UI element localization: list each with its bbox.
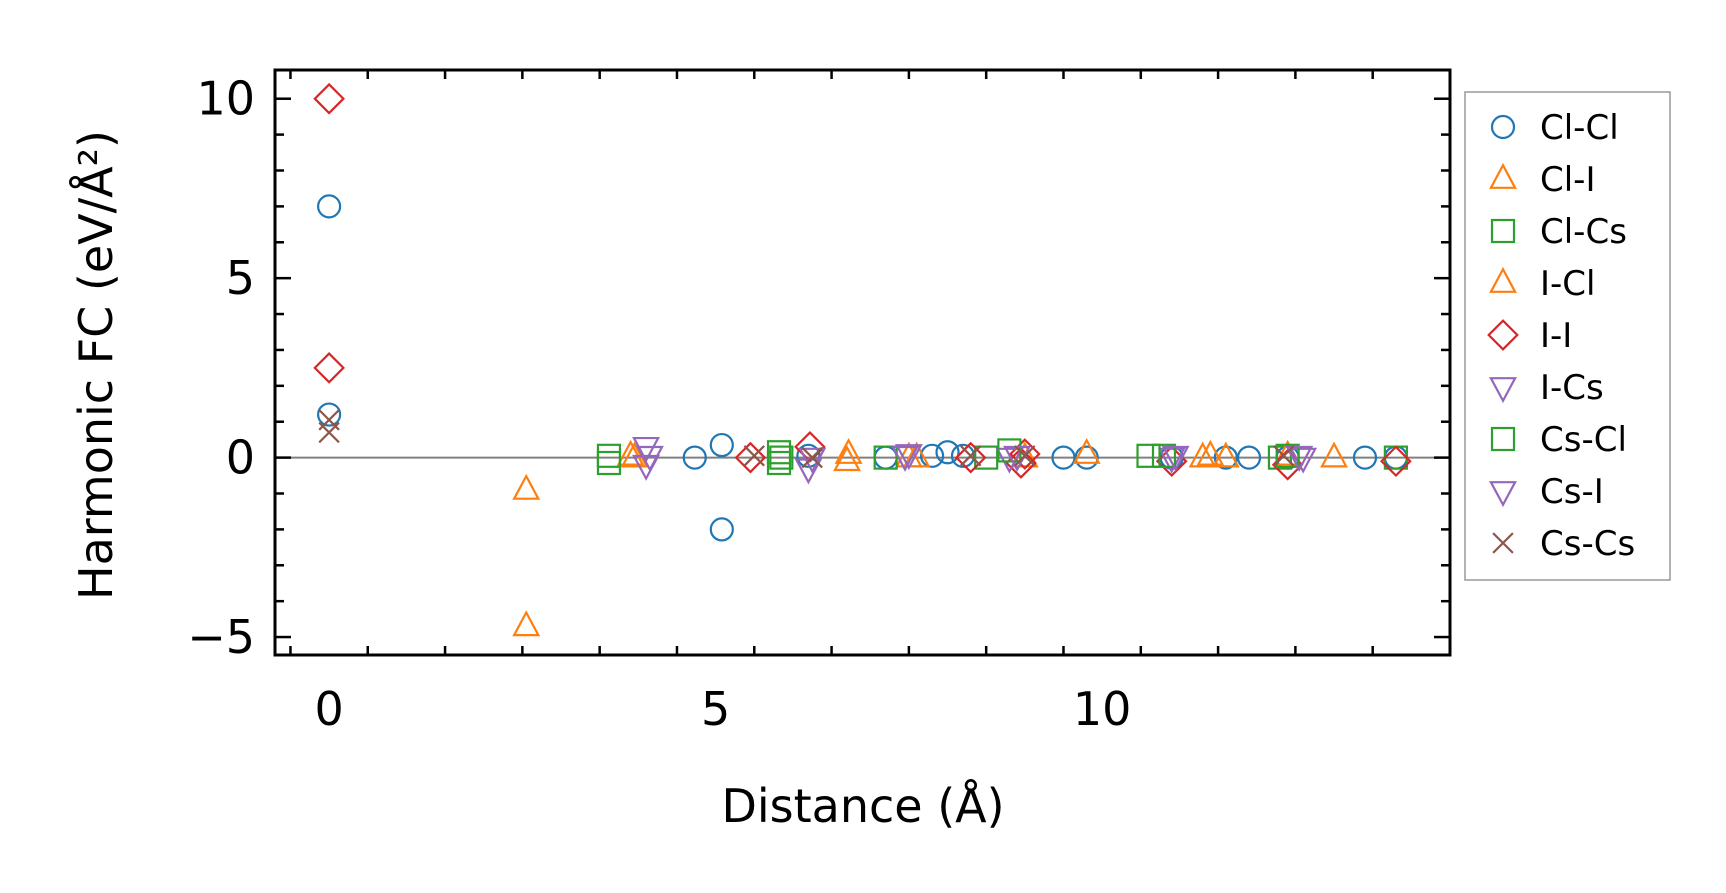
legend-marker-cs-i [1489, 481, 1517, 508]
data-point-i-cl [1072, 437, 1101, 464]
data-point-i-cs [995, 447, 1024, 474]
data-point-cl-cl [317, 194, 342, 219]
data-point-cl-cl [709, 517, 734, 542]
data-point-cs-cl [1136, 443, 1161, 468]
legend-marker-cl-i [1489, 162, 1517, 189]
data-point-cl-cs [596, 450, 622, 476]
legend-label-i-cl: I-Cl [1540, 264, 1595, 304]
data-point-cs-cl [1275, 443, 1300, 468]
legend-label-cs-cs: Cs-Cs [1540, 524, 1635, 564]
legend-label-cl-cl: Cl-Cl [1540, 108, 1619, 148]
y-tick-label: 0 [226, 431, 255, 485]
data-point-cs-i [891, 445, 919, 472]
data-point-cs-cs [1273, 445, 1295, 467]
data-point-cl-cs [766, 450, 792, 476]
data-point-cl-i [512, 610, 541, 637]
data-point-cl-cl [1236, 445, 1262, 470]
data-point-i-cl [834, 437, 863, 464]
x-tick-label: 10 [1073, 682, 1132, 736]
data-point-cs-i [1161, 445, 1190, 472]
y-axis-label: Harmonic FC (eV/Å²) [69, 130, 123, 600]
data-point-cl-cl [682, 445, 707, 470]
plot-area: 0 5 10 −5 0 5 10 [187, 68, 1452, 736]
data-point-i-cl [902, 441, 931, 468]
data-point-cs-i [1285, 445, 1314, 472]
data-point-i-cs [1157, 447, 1186, 474]
legend-marker-i-cl [1489, 266, 1517, 293]
legend-marker-i-cs [1489, 377, 1517, 404]
data-point-cl-cs [596, 443, 622, 468]
y-tick-label: 5 [226, 251, 255, 305]
legend-label-cl-cs: Cl-Cs [1540, 212, 1627, 252]
data-point-i-cl [1196, 439, 1225, 466]
legend-label-cs-i: Cs-I [1540, 472, 1604, 512]
data-point-i-i [313, 352, 345, 384]
legend-marker-cl-cs [1490, 218, 1516, 244]
x-axis-label: Distance (Å) [721, 779, 1004, 833]
data-point-cl-cl [950, 443, 976, 468]
legend: Cl-Cl Cl-I Cl-Cs I-Cl I-I I-Cs Cs-Cl Cs-I Cs-Cs [1464, 91, 1671, 581]
data-point-i-i [1155, 445, 1188, 478]
legend-marker-cs-cl [1490, 426, 1516, 452]
x-tick-label: 0 [314, 682, 343, 736]
data-point-cl-cl [1074, 445, 1099, 470]
data-point-i-i [313, 82, 345, 115]
data-point-cl-cl [935, 440, 960, 465]
data-point-i-i [734, 441, 767, 474]
data-point-cs-cs [743, 445, 765, 467]
data-point-i-i [954, 441, 987, 474]
legend-label-cs-cl: Cs-Cl [1540, 420, 1627, 460]
data-point-i-i [1380, 445, 1412, 478]
legend-label-i-i: I-I [1540, 316, 1572, 356]
data-point-cl-cl [1352, 445, 1378, 470]
data-point-cl-cs [974, 445, 999, 470]
data-point-cs-cs [801, 446, 823, 469]
legend-marker-cl-cl [1490, 114, 1516, 140]
legend-marker-cs-cs [1492, 532, 1514, 554]
data-point-cl-i [1188, 441, 1217, 468]
data-point-cs-cs [318, 421, 340, 444]
data-point-cl-cl [919, 443, 945, 468]
data-point-cl-cl [709, 432, 734, 458]
data-point-cl-cs [873, 445, 898, 470]
data-point-cl-i [833, 445, 861, 472]
data-point-cl-i [616, 439, 645, 466]
data-point-cl-cs [1267, 445, 1293, 470]
data-point-cs-cl [769, 445, 794, 470]
data-point-i-cs [1289, 447, 1318, 474]
y-tick-label: 10 [196, 72, 255, 126]
data-point-cs-cs [960, 445, 982, 467]
plot-frame [273, 68, 1452, 657]
data-point-cl-i [1211, 441, 1240, 468]
legend-marker-i-i [1487, 319, 1519, 351]
data-point-cl-cl [317, 402, 342, 427]
data-point-i-cs [794, 458, 823, 485]
legend-label-cl-i: Cl-I [1540, 160, 1595, 200]
data-point-cl-cl [1213, 445, 1238, 470]
x-tick-label: 5 [701, 682, 730, 736]
data-point-i-cs [894, 444, 923, 471]
legend-label-i-cs: I-Cs [1540, 368, 1604, 408]
data-point-cl-i [512, 473, 541, 500]
data-point-cs-i [798, 447, 827, 474]
data-point-cs-i [635, 445, 664, 472]
y-tick-label: −5 [187, 610, 255, 664]
data-point-cl-i [1320, 441, 1348, 468]
data-point-cl-cl [1051, 445, 1076, 470]
data-point-cs-cl [1151, 443, 1177, 468]
data-point-cs-cs [1014, 445, 1036, 467]
